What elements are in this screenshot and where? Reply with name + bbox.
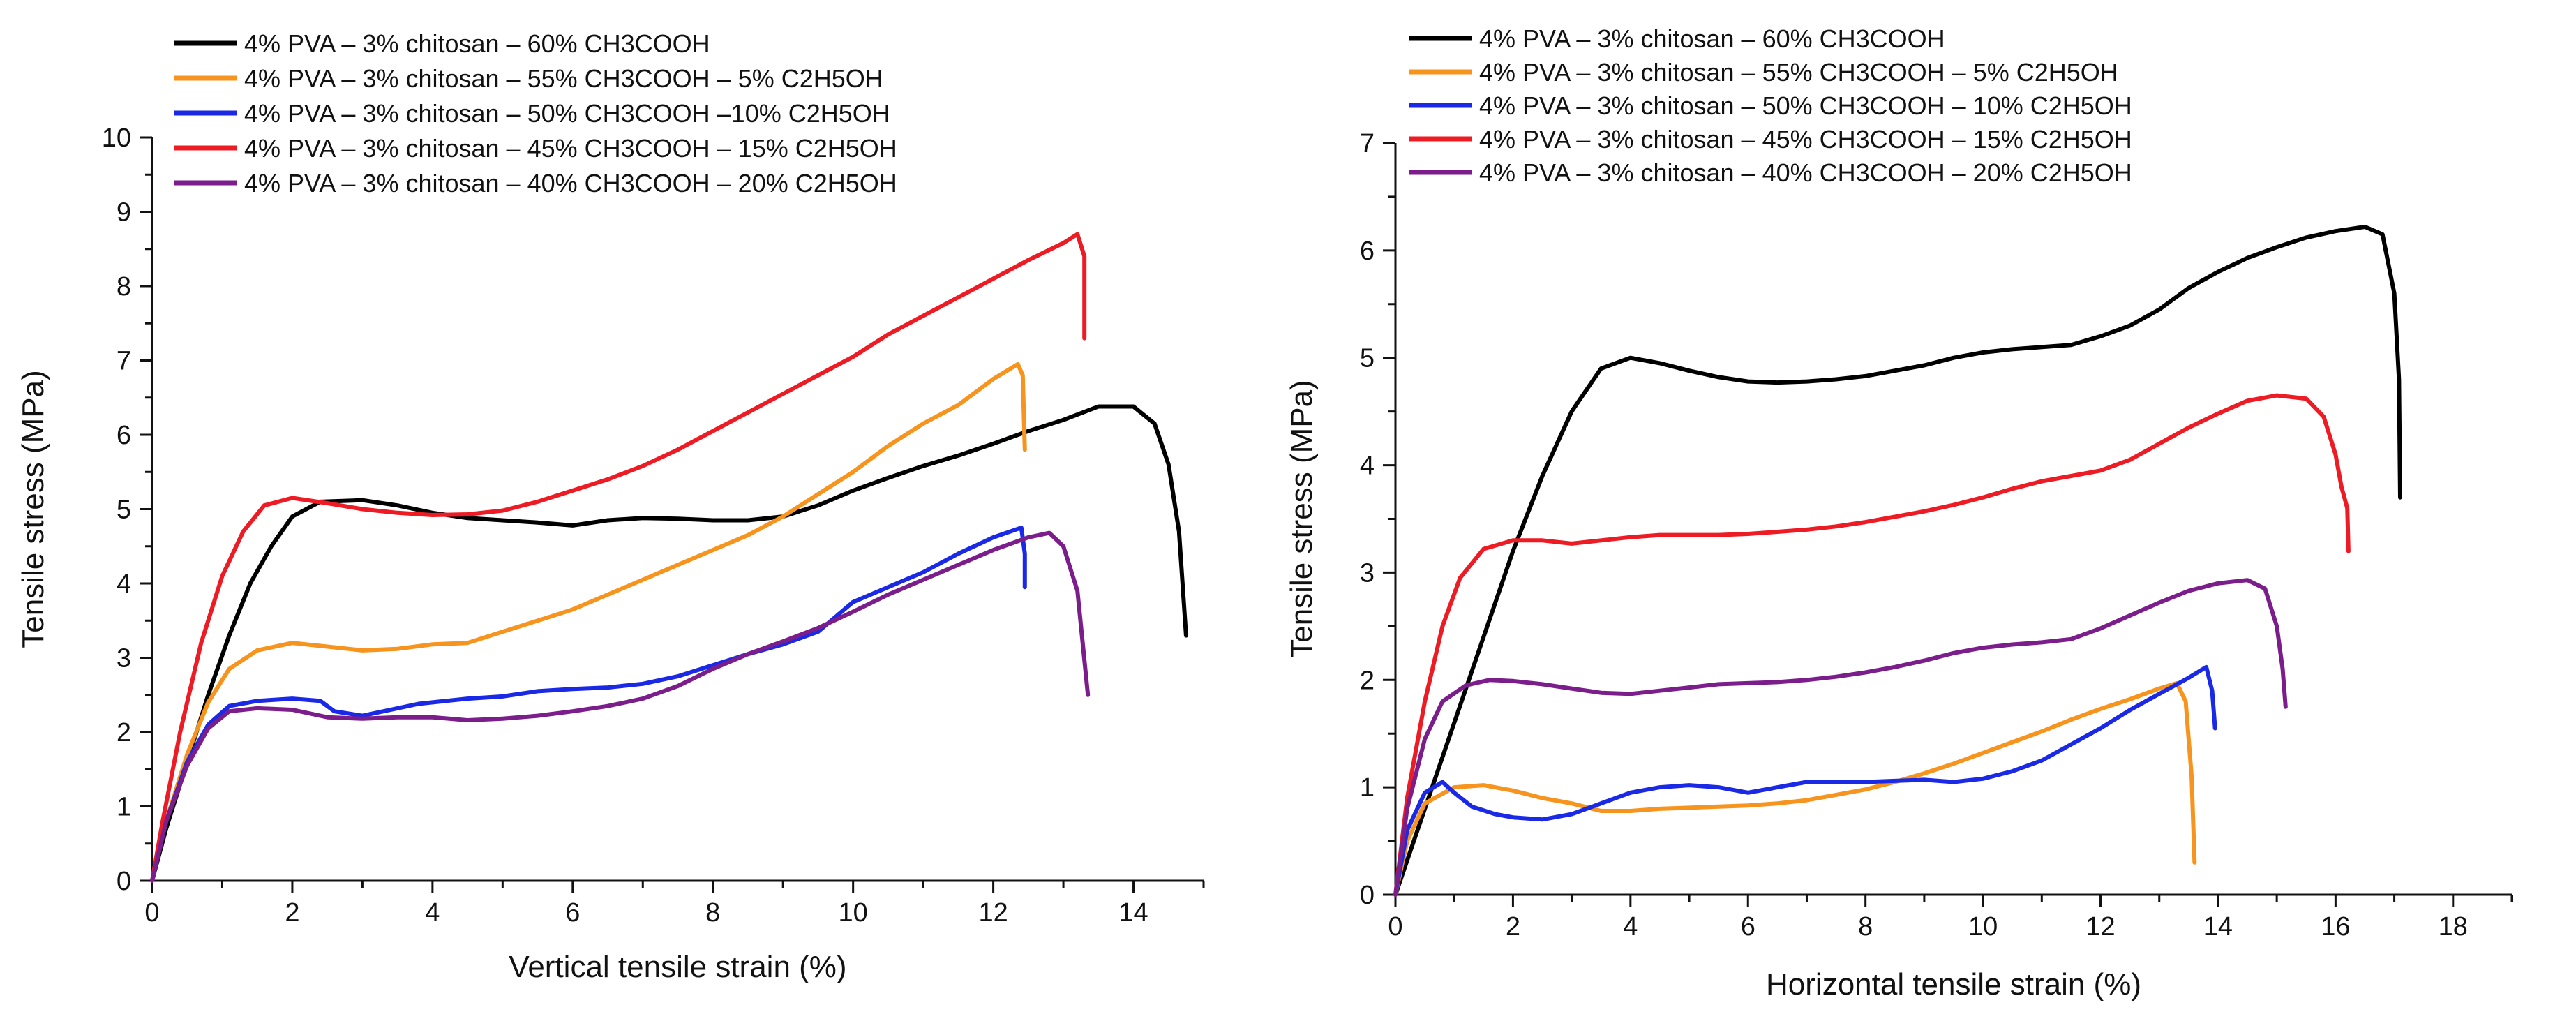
x-tick-label: 12 (978, 898, 1008, 928)
legend-label-2: 4% PVA – 3% chitosan – 55% CH3COOH – 5% … (244, 64, 883, 93)
series-line-4 (1393, 393, 2351, 897)
y-tick-label: 2 (1360, 666, 1375, 695)
x-tick-label: 0 (1388, 912, 1402, 941)
y-tick-label: 7 (1360, 129, 1375, 158)
x-tick-label: 10 (1968, 912, 1998, 941)
y-tick-label: 4 (117, 569, 131, 599)
y-tick-label: 5 (117, 496, 131, 525)
legend-label-1: 4% PVA – 3% chitosan – 60% CH3COOH (1479, 24, 1945, 53)
series-line-1 (1393, 225, 2402, 897)
x-tick-label: 2 (1506, 912, 1520, 941)
series-line-5 (150, 530, 1091, 883)
x-tick-label: 18 (2439, 912, 2468, 941)
series-line-5 (1393, 578, 2288, 897)
x-tick-label: 8 (705, 898, 720, 928)
legend-label-5: 4% PVA – 3% chitosan – 40% CH3COOH – 20%… (1479, 158, 2132, 187)
series-line-1 (150, 404, 1188, 883)
x-tick-label: 14 (1118, 898, 1148, 928)
legend-label-5: 4% PVA – 3% chitosan – 40% CH3COOH – 20%… (244, 169, 897, 198)
x-tick-label: 4 (1623, 912, 1638, 941)
y-tick-label: 10 (102, 124, 131, 153)
legend-label-4: 4% PVA – 3% chitosan – 45% CH3COOH – 15%… (244, 134, 897, 163)
y-tick-label: 1 (117, 793, 131, 822)
x-tick-label: 4 (425, 898, 440, 928)
y-tick-label: 8 (117, 272, 131, 301)
y-tick-label: 0 (1360, 881, 1375, 910)
y-tick-label: 2 (117, 718, 131, 747)
x-tick-label: 16 (2321, 912, 2350, 941)
series-line-4 (150, 232, 1087, 883)
y-tick-label: 3 (117, 644, 131, 673)
x-tick-label: 10 (839, 898, 868, 928)
y-tick-label: 6 (1360, 237, 1375, 266)
y-axis-title: Tensile stress (MPa) (16, 370, 50, 648)
y-tick-label: 5 (1360, 344, 1375, 373)
legend-label-3: 4% PVA – 3% chitosan – 50% CH3COOH – 10%… (1479, 91, 2132, 120)
x-tick-label: 8 (1858, 912, 1873, 941)
legend-label-1: 4% PVA – 3% chitosan – 60% CH3COOH (244, 29, 710, 58)
series-line-3 (1393, 664, 2217, 897)
x-tick-label: 0 (144, 898, 159, 928)
y-tick-label: 4 (1360, 452, 1375, 481)
y-tick-label: 0 (117, 867, 131, 896)
series-line-3 (150, 526, 1027, 883)
y-tick-label: 1 (1360, 773, 1375, 803)
y-tick-label: 3 (1360, 558, 1375, 588)
x-tick-label: 14 (2203, 912, 2233, 941)
x-axis-title: Horizontal tensile strain (%) (1766, 967, 2141, 1001)
x-tick-label: 12 (2085, 912, 2115, 941)
y-tick-label: 6 (117, 421, 131, 450)
x-tick-label: 6 (565, 898, 580, 928)
legend-label-3: 4% PVA – 3% chitosan – 50% CH3COOH –10% … (244, 99, 890, 128)
series-line-2 (1393, 680, 2197, 897)
y-tick-label: 7 (117, 347, 131, 376)
y-tick-label: 9 (117, 198, 131, 228)
x-tick-label: 6 (1741, 912, 1755, 941)
x-axis-title: Vertical tensile strain (%) (509, 950, 846, 984)
legend-label-2: 4% PVA – 3% chitosan – 55% CH3COOH – 5% … (1479, 58, 2118, 87)
x-tick-label: 2 (285, 898, 299, 928)
series-line-2 (150, 362, 1027, 883)
y-axis-title: Tensile stress (MPa) (1285, 380, 1319, 658)
legend-label-4: 4% PVA – 3% chitosan – 45% CH3COOH – 15%… (1479, 125, 2132, 154)
